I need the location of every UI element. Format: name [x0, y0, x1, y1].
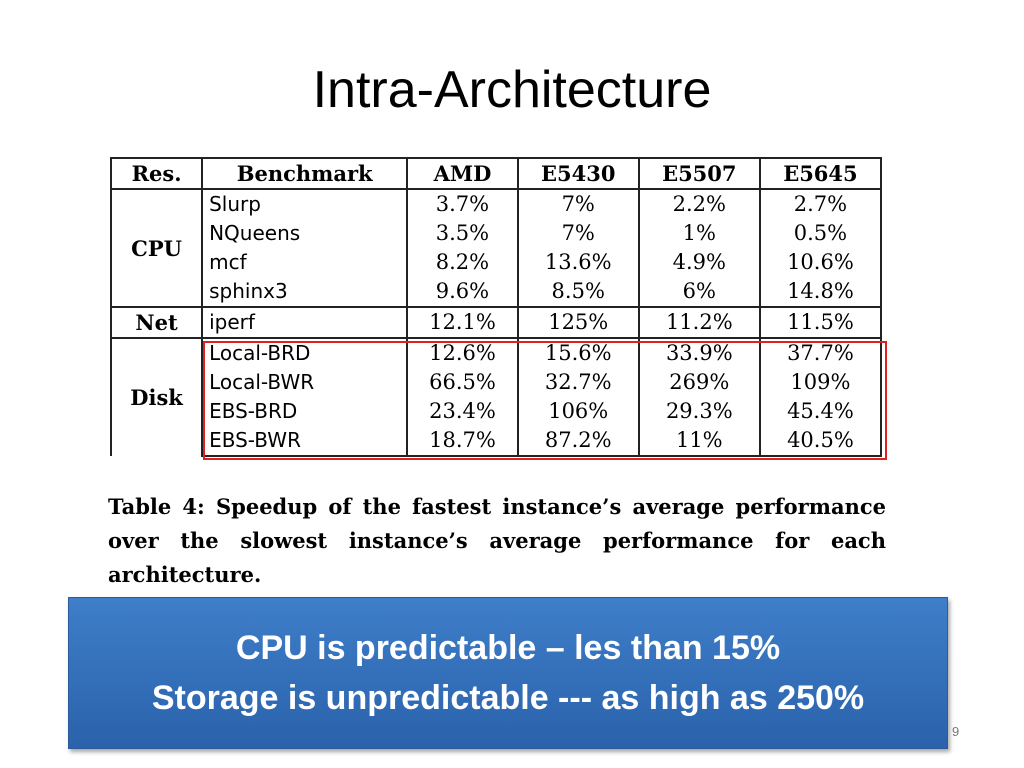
conclusion-callout: CPU is predictable – les than 15% Storag…: [68, 597, 948, 749]
value-cell: 10.6%: [758, 248, 883, 277]
table-row: CPU Slurp 3.7% 7% 2.2% 2.7%: [109, 189, 883, 307]
value-cell: 109%: [758, 368, 883, 397]
value-cell: 11.2%: [637, 306, 761, 339]
value-cell: 18.7%: [406, 426, 519, 457]
value-cell: 66.5%: [406, 368, 519, 397]
value-cell: 11%: [637, 426, 761, 457]
value-cell: 4.9%: [637, 248, 761, 277]
value-cell: 7%: [516, 189, 640, 219]
value-cell: 29.3%: [637, 397, 761, 426]
value-cell: 125%: [516, 306, 640, 339]
value-cell: 269%: [637, 368, 761, 397]
table-row: sphinx3 9.6% 8.5% 6% 14.8%: [111, 277, 883, 308]
value-cell: 12.6%: [406, 337, 519, 368]
value-cell: 37.7%: [758, 337, 883, 368]
speedup-table-container: Res. Benchmark AMD E5430 E5507 E5645 CPU…: [109, 157, 883, 457]
benchmark-cell: Local-BRD: [201, 337, 409, 368]
resource-net: Net: [109, 306, 204, 339]
resource-disk: Disk: [109, 337, 204, 456]
benchmark-cell: EBS-BRD: [201, 397, 409, 426]
header-e5507: E5507: [637, 157, 761, 190]
benchmark-cell: sphinx3: [201, 277, 409, 308]
header-e5645: E5645: [758, 157, 883, 190]
header-benchmark: Benchmark: [201, 157, 409, 190]
value-cell: 87.2%: [516, 426, 640, 457]
slide-title: Intra-Architecture: [312, 61, 712, 119]
table-header-row: Res. Benchmark AMD E5430 E5507 E5645: [109, 157, 883, 190]
table-row: Net iperf 12.1% 125% 11.2% 11.5%: [109, 306, 883, 339]
table-row: NQueens 3.5% 7% 1% 0.5%: [111, 219, 883, 248]
table-caption: Table 4: Speedup of the fastest instance…: [108, 494, 886, 587]
value-cell: 8.2%: [406, 248, 519, 277]
value-cell: 9.6%: [406, 277, 519, 308]
value-cell: 2.7%: [758, 189, 883, 219]
value-cell: 3.5%: [406, 219, 519, 248]
benchmark-cell: iperf: [201, 306, 409, 339]
value-cell: 33.9%: [637, 337, 761, 368]
header-e5430: E5430: [516, 157, 640, 190]
value-cell: 40.5%: [758, 426, 883, 457]
table-row: mcf 8.2% 13.6% 4.9% 10.6%: [111, 248, 883, 277]
value-cell: 2.2%: [637, 189, 761, 219]
header-res: Res.: [109, 157, 204, 190]
callout-line-storage: Storage is unpredictable --- as high as …: [151, 679, 865, 717]
callout-line-cpu: CPU is predictable – les than 15%: [235, 629, 781, 667]
table-row: Local-BWR 66.5% 32.7% 269% 109%: [111, 368, 883, 397]
benchmark-cell: Local-BWR: [201, 368, 409, 397]
value-cell: 11.5%: [758, 306, 883, 339]
value-cell: 14.8%: [758, 277, 883, 308]
benchmark-cell: mcf: [201, 248, 409, 277]
speedup-table: Res. Benchmark AMD E5430 E5507 E5645 CPU…: [109, 157, 883, 457]
value-cell: 23.4%: [406, 397, 519, 426]
value-cell: 45.4%: [758, 397, 883, 426]
value-cell: 3.7%: [406, 189, 519, 219]
value-cell: 32.7%: [516, 368, 640, 397]
benchmark-cell: NQueens: [201, 219, 409, 248]
table-row: Disk Local-BRD 12.6% 15.6% 33.9% 37.7%: [109, 337, 883, 456]
benchmark-cell: Slurp: [201, 189, 409, 219]
value-cell: 7%: [516, 219, 640, 248]
value-cell: 13.6%: [516, 248, 640, 277]
value-cell: 15.6%: [516, 337, 640, 368]
value-cell: 1%: [637, 219, 761, 248]
header-amd: AMD: [406, 157, 519, 190]
table-row: EBS-BRD 23.4% 106% 29.3% 45.4%: [111, 397, 883, 426]
value-cell: 0.5%: [758, 219, 883, 248]
table-row: EBS-BWR 18.7% 87.2% 11% 40.5%: [111, 426, 883, 457]
resource-cpu: CPU: [109, 189, 204, 307]
value-cell: 8.5%: [516, 277, 640, 308]
benchmark-cell: EBS-BWR: [201, 426, 409, 457]
value-cell: 106%: [516, 397, 640, 426]
page-number: 9: [952, 724, 960, 739]
value-cell: 6%: [637, 277, 761, 308]
value-cell: 12.1%: [406, 306, 519, 339]
